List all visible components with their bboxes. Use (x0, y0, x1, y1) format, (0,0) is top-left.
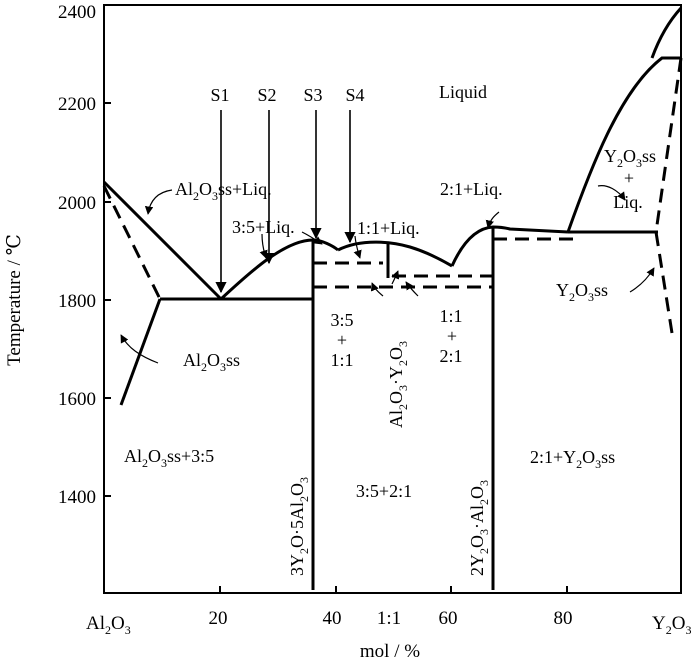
compound-yap: Al2O3·Y2O3 (386, 341, 410, 428)
label-al2o3ss-liq: Al2O3ss+Liq. (175, 179, 272, 203)
x-tick-label: 1:1 (377, 608, 401, 629)
label-y2o3ss-liq-plus: + (624, 168, 634, 188)
dashed-boundaries (102, 57, 683, 334)
annotation-arrows (120, 185, 655, 364)
x-tick-label: 40 (323, 608, 342, 629)
label-21-liq: 2:1+Liq. (440, 179, 503, 199)
y-tick-label: 1800 (58, 291, 96, 312)
label-al2o3ss: Al2O3ss (183, 350, 240, 374)
label-11-21-c: 2:1 (439, 346, 462, 366)
label-35-11-b: + (337, 330, 347, 350)
label-35-11-c: 1:1 (330, 350, 353, 370)
x-axis-right-end: Y2O3 (652, 613, 691, 637)
compound-yag: 3Y2O·5Al2O3 (287, 477, 311, 576)
y-tick-label: 2000 (58, 193, 96, 214)
label-11-liq: 1:1+Liq. (357, 218, 420, 238)
sample-s4: S4 (345, 85, 364, 105)
label-al2o3ss-35: Al2O3ss+3:5 (124, 446, 214, 470)
label-35-liq: 3:5+Liq. (232, 217, 295, 237)
sample-s1: S1 (210, 85, 229, 105)
label-11-21-a: 1:1 (439, 306, 462, 326)
y-tick-label: 2200 (58, 94, 96, 115)
x-tick-label: 20 (209, 608, 228, 629)
label-y2o3ss-liq-liq: Liq. (613, 192, 643, 212)
y-tick-marks (104, 102, 111, 497)
x-axis-title: mol / % (360, 641, 420, 662)
phase-boundaries (102, 6, 683, 590)
label-21-y2o3ss: 2:1+Y2O3ss (530, 447, 615, 471)
label-liquid: Liquid (439, 82, 487, 102)
label-y2o3ss-liq: Y2O3ss (604, 146, 656, 170)
compound-yam: 2Y2O3·Al2O3 (467, 480, 491, 576)
sample-lines (215, 110, 356, 294)
y-tick-label: 1600 (58, 389, 96, 410)
x-tick-marks (219, 586, 568, 593)
y-axis-title: Temperature / ℃ (4, 234, 25, 366)
y-tick-label: 2400 (58, 2, 96, 23)
x-tick-label: 60 (439, 608, 458, 629)
label-y2o3ss: Y2O3ss (556, 280, 608, 304)
sample-s3: S3 (303, 85, 322, 105)
label-35-21: 3:5+2:1 (356, 481, 412, 501)
x-tick-label: 80 (554, 608, 573, 629)
sample-s2: S2 (257, 85, 276, 105)
label-35-11-a: 3:5 (330, 310, 353, 330)
y-tick-label: 1400 (58, 487, 96, 508)
label-11-21-b: + (447, 326, 457, 346)
x-axis-left-end: Al2O3 (86, 613, 131, 637)
